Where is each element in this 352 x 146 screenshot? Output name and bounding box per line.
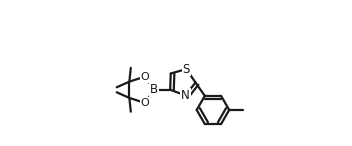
Text: N: N bbox=[181, 89, 190, 102]
Text: S: S bbox=[183, 62, 190, 75]
Text: O: O bbox=[140, 72, 149, 82]
Text: O: O bbox=[140, 98, 149, 108]
Text: B: B bbox=[150, 83, 158, 96]
